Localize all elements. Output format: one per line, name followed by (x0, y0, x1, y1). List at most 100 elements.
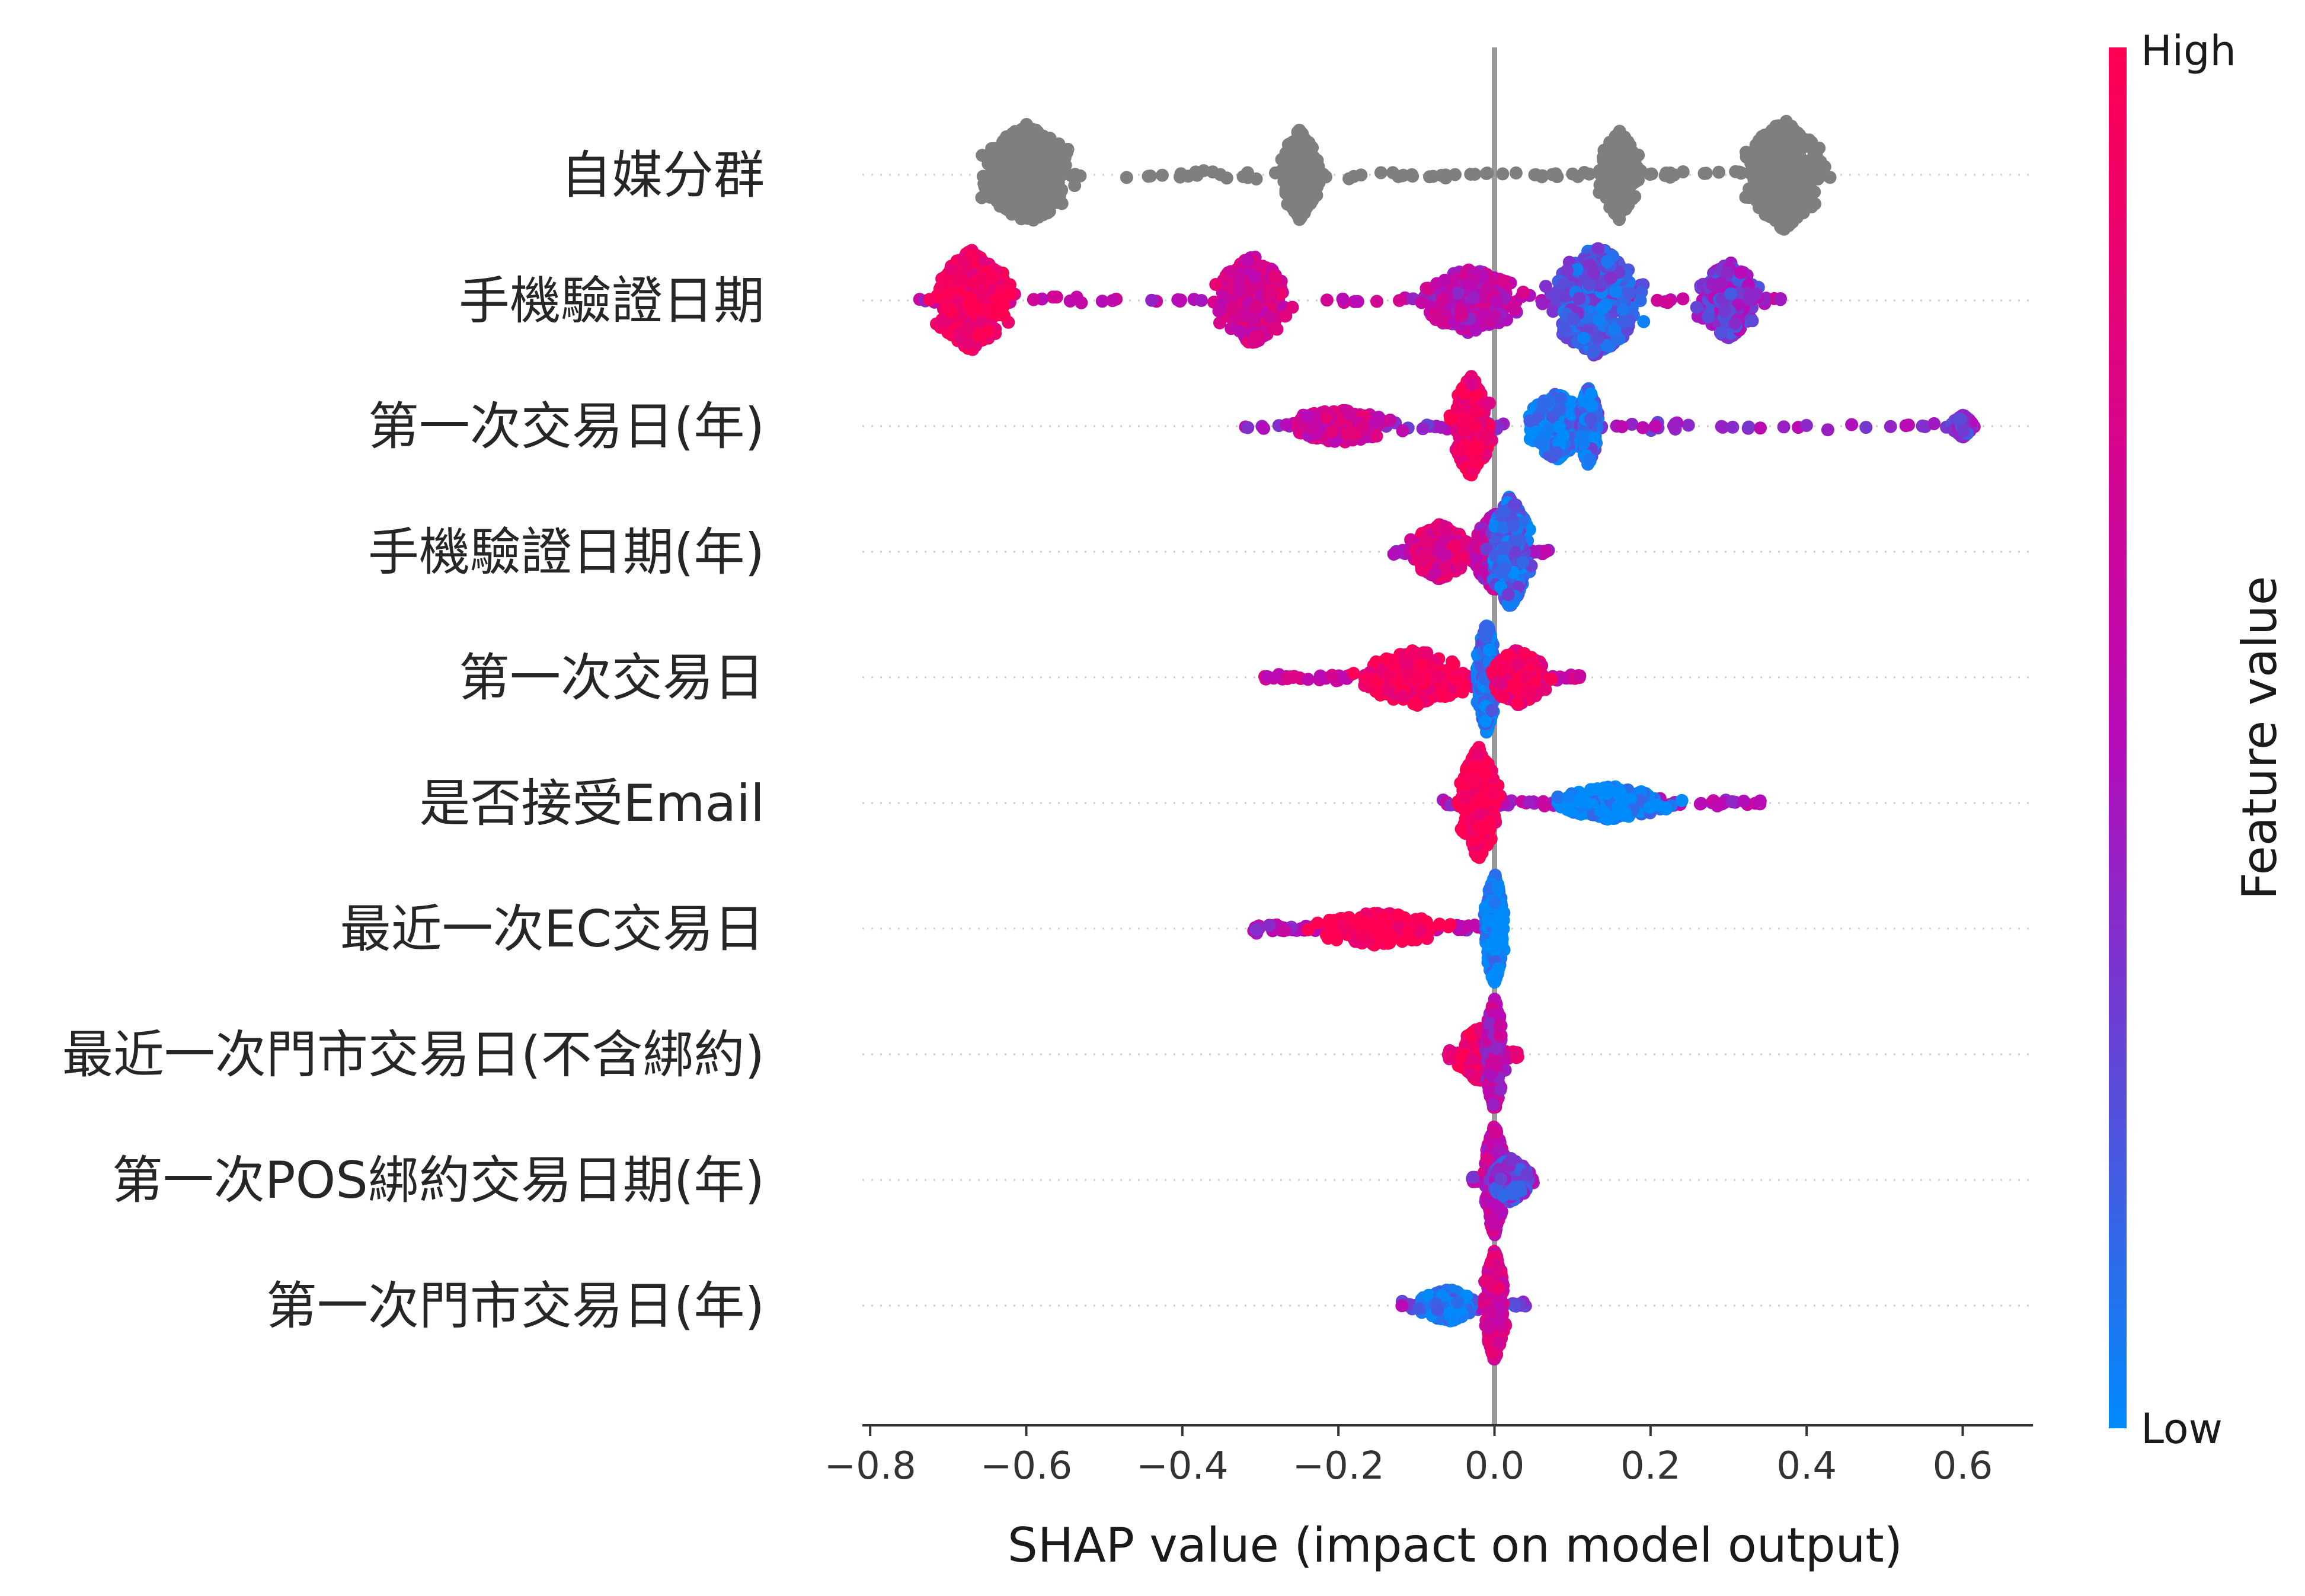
shap-point (1342, 172, 1356, 185)
shap-point (1438, 273, 1452, 287)
shap-point (1539, 280, 1552, 293)
shap-point (1454, 442, 1468, 455)
shap-point (1005, 207, 1019, 221)
shap-point (1286, 184, 1299, 197)
shap-point (985, 165, 998, 178)
shap-point (1715, 420, 1728, 433)
shap-point (1726, 420, 1740, 434)
shap-point (1004, 132, 1018, 146)
shap-point (1011, 196, 1025, 209)
shap-point (1767, 180, 1780, 193)
shap-point (1288, 135, 1302, 149)
shap-point (1195, 294, 1208, 307)
shap-point (1536, 297, 1549, 311)
shap-point (1552, 420, 1566, 434)
shap-point (1591, 242, 1605, 255)
shap-point (1609, 285, 1622, 298)
shap-point (1212, 304, 1226, 318)
shap-point (1416, 422, 1430, 436)
shap-point (1465, 378, 1479, 391)
shap-point (1462, 277, 1475, 291)
shap-point (1637, 315, 1651, 328)
shap-point (1619, 171, 1633, 184)
shap-point (1690, 300, 1703, 314)
shap-point (1632, 173, 1645, 187)
shap-point (1444, 412, 1457, 426)
shap-point (1636, 421, 1649, 434)
shap-point (1482, 396, 1496, 410)
shap-point (1024, 136, 1038, 149)
shap-point (1050, 290, 1063, 304)
shap-point (1729, 165, 1743, 178)
shap-point (1664, 166, 1677, 180)
shap-point (1393, 294, 1406, 308)
shap-point (1553, 392, 1567, 405)
shap-point (1788, 194, 1802, 207)
shap-point (1808, 185, 1821, 199)
shap-point (1156, 168, 1169, 182)
shap-point (1916, 419, 1929, 433)
shap-point (1509, 166, 1523, 180)
shap-point (1721, 266, 1734, 280)
shap-point (1106, 294, 1120, 308)
beeswarm-points (913, 114, 1981, 1366)
shap-point (982, 324, 995, 338)
shap-point (1197, 164, 1210, 177)
shap-point (1031, 208, 1044, 222)
shap-point (1285, 194, 1298, 207)
shap-point (1278, 309, 1292, 323)
shap-point (977, 177, 991, 190)
shap-point (1471, 440, 1485, 453)
shap-point (1577, 331, 1590, 345)
shap-point (1451, 287, 1465, 300)
shap-point (1054, 184, 1068, 197)
shap-point (1812, 141, 1826, 155)
shap-point (1800, 199, 1814, 213)
shap-point (961, 337, 975, 350)
shap-point (1536, 395, 1550, 409)
shap-point (942, 287, 956, 300)
shap-point (1740, 145, 1753, 159)
shap-point (1712, 165, 1726, 179)
shap-point (1578, 166, 1591, 179)
shap-point (1325, 425, 1339, 439)
shap-point (923, 293, 936, 306)
shap-point (1428, 307, 1441, 321)
shap-point (1405, 168, 1419, 181)
shap-point (1003, 287, 1017, 300)
shap-point (1775, 202, 1789, 215)
shap-point (1145, 293, 1159, 307)
shap-point (1702, 310, 1715, 324)
shap-point (1386, 166, 1399, 180)
shap-point (1320, 411, 1334, 425)
shap-point (1533, 436, 1547, 449)
shap-point (1585, 399, 1599, 412)
shap-point (1561, 264, 1574, 277)
shap-point (1302, 191, 1315, 205)
shap-point (1068, 179, 1082, 193)
shap-point (1777, 420, 1791, 434)
shap-point (1773, 293, 1787, 306)
shap-point (1583, 452, 1597, 466)
shap-point (1275, 153, 1289, 167)
shap-point (979, 304, 992, 318)
shap-point (1586, 346, 1600, 359)
shap-point (1040, 190, 1054, 204)
shap-point (1241, 253, 1255, 267)
shap-point (1354, 168, 1368, 182)
shap-point (1596, 301, 1609, 315)
shap-point (1015, 172, 1029, 185)
shap-point (1263, 311, 1277, 324)
shap-point (1645, 167, 1658, 181)
shap-point (976, 290, 989, 303)
shap-point (1387, 548, 1401, 561)
shap-point (1622, 287, 1636, 300)
shap-point (1592, 313, 1606, 327)
shap-point (1706, 277, 1719, 291)
shap-point (1648, 419, 1662, 433)
shap-point (996, 140, 1009, 153)
shap-point (1516, 286, 1530, 299)
shap-point (1283, 168, 1297, 182)
shap-point (1467, 419, 1481, 433)
shap-point (1297, 172, 1310, 185)
